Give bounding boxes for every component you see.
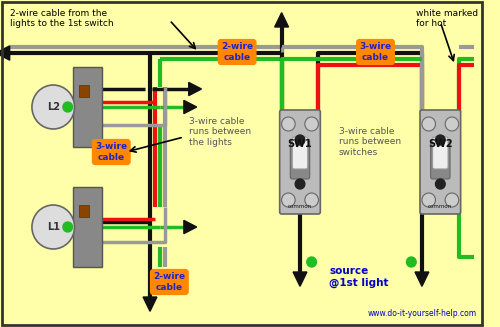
Circle shape [422,193,436,207]
FancyBboxPatch shape [280,110,320,214]
Text: common: common [288,203,312,209]
Circle shape [282,117,295,131]
FancyBboxPatch shape [420,110,461,214]
Text: SW2: SW2 [428,139,452,149]
Polygon shape [415,272,429,286]
Circle shape [422,117,436,131]
Polygon shape [0,46,10,60]
Text: 3-wire
cable: 3-wire cable [95,142,128,162]
Polygon shape [184,220,196,233]
Text: SW1: SW1 [288,139,312,149]
Text: L1: L1 [46,222,60,232]
FancyBboxPatch shape [430,140,450,179]
Text: 3-wire
cable: 3-wire cable [360,42,392,62]
Circle shape [436,135,445,145]
Bar [72,67,102,147]
FancyBboxPatch shape [292,137,308,169]
Polygon shape [188,82,202,95]
Text: 3-wire cable
runs between
the lights: 3-wire cable runs between the lights [188,117,251,147]
Circle shape [445,117,458,131]
Circle shape [436,179,445,189]
Polygon shape [274,13,288,27]
Circle shape [406,257,416,267]
Text: 2-wire cable from the
lights to the 1st switch: 2-wire cable from the lights to the 1st … [10,9,114,28]
Bar [80,85,89,97]
Circle shape [282,193,295,207]
Circle shape [295,135,305,145]
Text: 3-wire cable
runs between
switches: 3-wire cable runs between switches [338,127,401,157]
Text: white marked
for hot: white marked for hot [416,9,478,28]
Text: common: common [428,203,452,209]
Circle shape [63,222,72,232]
Text: L2: L2 [46,102,60,112]
Circle shape [307,257,316,267]
Text: www.do-it-yourself-help.com: www.do-it-yourself-help.com [368,308,477,318]
Polygon shape [143,297,157,311]
Bar [80,205,89,217]
Circle shape [295,179,305,189]
Circle shape [445,193,458,207]
Text: 2-wire
cable: 2-wire cable [221,42,253,62]
Text: source
@1st light: source @1st light [329,266,388,288]
Polygon shape [293,272,307,286]
Bar [72,187,102,267]
Text: 2-wire
cable: 2-wire cable [154,272,186,292]
Circle shape [32,85,74,129]
Circle shape [305,117,318,131]
FancyBboxPatch shape [290,140,310,179]
Circle shape [32,205,74,249]
Polygon shape [184,100,196,113]
FancyBboxPatch shape [432,137,448,169]
Circle shape [305,193,318,207]
Circle shape [63,102,72,112]
